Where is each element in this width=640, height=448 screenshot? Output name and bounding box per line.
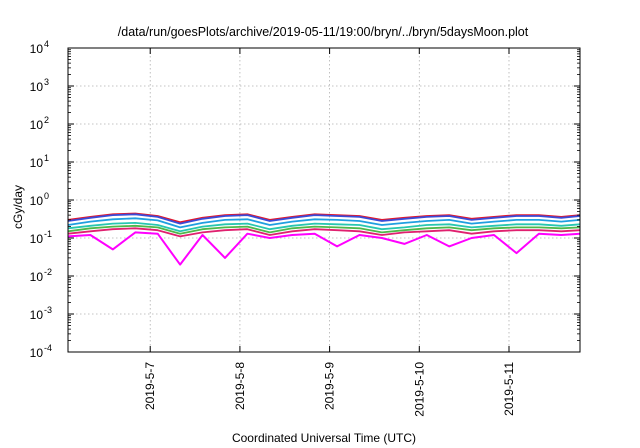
y-tick-exponent: -3 bbox=[44, 305, 52, 315]
y-tick-base: 10 bbox=[30, 118, 44, 132]
y-tick-base: 10 bbox=[30, 156, 44, 170]
series-line-4 bbox=[67, 221, 581, 233]
x-axis-label: Coordinated Universal Time (UTC) bbox=[232, 431, 416, 445]
x-tick-label: 2019-5-9 bbox=[323, 362, 337, 410]
series-line-5 bbox=[67, 224, 581, 235]
y-tick-base: 10 bbox=[30, 232, 44, 246]
x-tick-label: 2019-5-11 bbox=[502, 362, 516, 416]
y-tick-exponent: 4 bbox=[44, 39, 49, 49]
y-tick-exponent: 1 bbox=[44, 153, 49, 163]
series-line-2 bbox=[67, 213, 581, 225]
series-line-3 bbox=[67, 217, 581, 229]
y-tick-base: 10 bbox=[30, 270, 44, 284]
y-tick-label: 10 bbox=[30, 80, 44, 94]
y-tick-base: 10 bbox=[30, 346, 44, 360]
chart-title: /data/run/goesPlots/archive/2019-05-11/1… bbox=[118, 25, 529, 39]
y-tick-base: 10 bbox=[30, 308, 44, 322]
y-tick-exponent: -2 bbox=[44, 267, 52, 277]
y-tick-exponent: -1 bbox=[44, 229, 52, 239]
series-line-7 bbox=[67, 231, 581, 266]
y-tick-label: 10 bbox=[30, 308, 44, 322]
y-axis-label: cGy/day bbox=[11, 185, 25, 229]
grid bbox=[68, 48, 580, 352]
y-tick-exponent: 0 bbox=[44, 191, 49, 201]
x-tick-label: 2019-5-7 bbox=[143, 362, 157, 410]
y-tick-base: 10 bbox=[30, 42, 44, 56]
y-tick-label: 10 bbox=[30, 156, 44, 170]
x-tick-label: 2019-5-8 bbox=[233, 362, 247, 410]
y-tick-label: 10 bbox=[30, 346, 44, 360]
x-tick-label: 2019-5-10 bbox=[412, 362, 426, 417]
y-tick-label: 10 bbox=[30, 232, 44, 246]
series-group bbox=[67, 212, 581, 266]
y-tick-base: 10 bbox=[30, 80, 44, 94]
y-tick-base: 10 bbox=[30, 194, 44, 208]
y-tick-label: 10 bbox=[30, 42, 44, 56]
y-tick-exponent: 2 bbox=[44, 115, 49, 125]
x-axis: 2019-5-7 2019-5-8 2019-5-9 2019-5-10 2019-5-… bbox=[143, 48, 516, 417]
series-line-6 bbox=[67, 227, 581, 238]
y-tick-exponent: -4 bbox=[44, 343, 52, 353]
y-tick-label: 10 bbox=[30, 194, 44, 208]
y-tick-exponent: 3 bbox=[44, 77, 49, 87]
y-tick-label: 10 bbox=[30, 118, 44, 132]
y-tick-label: 10 bbox=[30, 270, 44, 284]
